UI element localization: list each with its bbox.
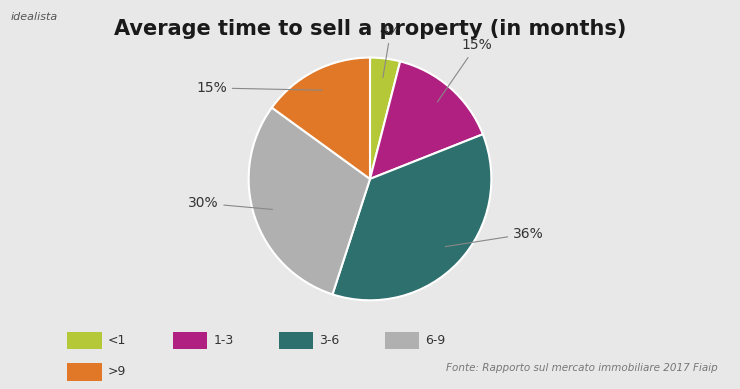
FancyBboxPatch shape — [67, 363, 101, 380]
Wedge shape — [332, 134, 491, 300]
Text: 36%: 36% — [445, 226, 544, 247]
Text: 30%: 30% — [188, 196, 272, 210]
FancyBboxPatch shape — [67, 331, 101, 349]
FancyBboxPatch shape — [279, 331, 313, 349]
Wedge shape — [370, 61, 482, 179]
Text: Fonte: Rapporto sul mercato immobiliare 2017 Fiaip: Fonte: Rapporto sul mercato immobiliare … — [446, 363, 718, 373]
FancyBboxPatch shape — [173, 331, 207, 349]
FancyBboxPatch shape — [385, 331, 419, 349]
Text: >9: >9 — [107, 365, 126, 378]
Text: 15%: 15% — [437, 39, 492, 102]
Text: 6-9: 6-9 — [425, 334, 445, 347]
Wedge shape — [272, 58, 370, 179]
Wedge shape — [249, 108, 370, 294]
Text: 15%: 15% — [196, 81, 322, 95]
Text: idealista: idealista — [11, 12, 58, 22]
Text: <1: <1 — [107, 334, 126, 347]
Text: 3-6: 3-6 — [319, 334, 340, 347]
Text: 1-3: 1-3 — [213, 334, 234, 347]
Text: 4%: 4% — [380, 24, 402, 77]
Text: Average time to sell a property (in months): Average time to sell a property (in mont… — [114, 19, 626, 39]
Wedge shape — [370, 58, 400, 179]
